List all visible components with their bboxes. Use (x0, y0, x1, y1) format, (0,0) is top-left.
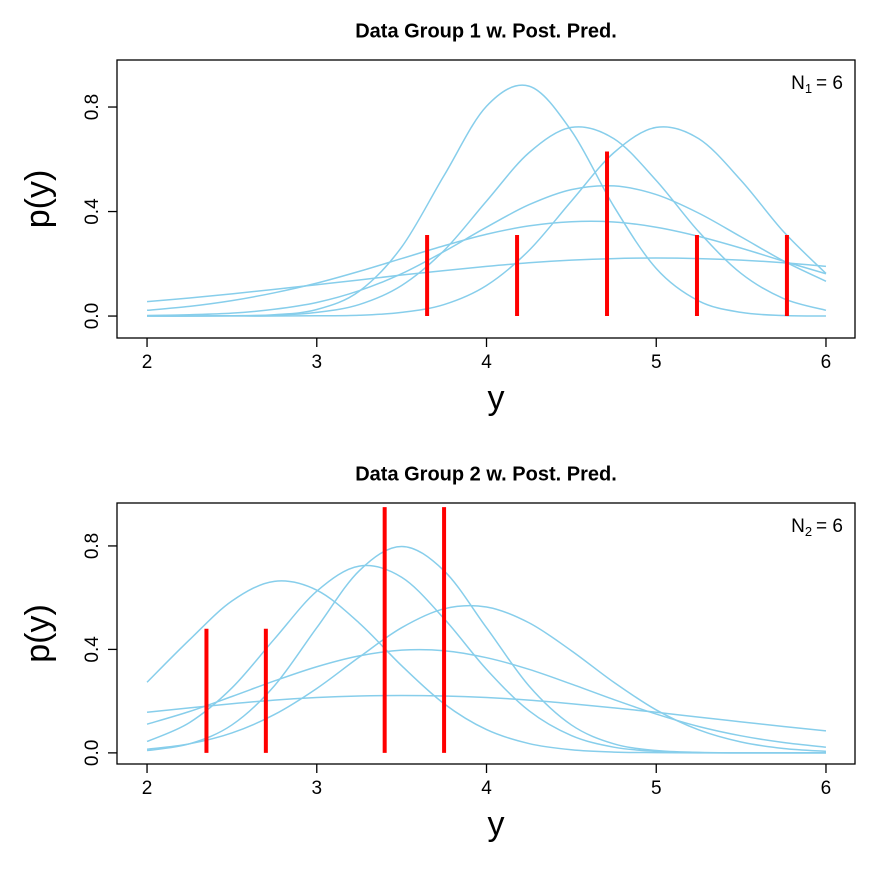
x-tick-label: 3 (311, 778, 322, 799)
density-curve (146, 564, 826, 754)
annotation-part: N (791, 73, 805, 94)
x-tick-label: 3 (311, 352, 322, 373)
x-tick-label: 4 (481, 778, 492, 799)
x-tick-label: 4 (481, 352, 492, 373)
y-tick-label: 0.8 (82, 94, 103, 120)
y-axis-label: p(y) (19, 170, 57, 229)
y-tick-label: 0.4 (82, 636, 103, 663)
density-curve (147, 126, 827, 317)
density-curve (147, 184, 827, 317)
x-axis-label: y (488, 379, 505, 417)
curves (146, 545, 827, 754)
y-tick-label: 0.0 (82, 740, 103, 766)
y-tick-label: 0.0 (82, 303, 103, 329)
annotation: N2 = 6 (791, 516, 843, 539)
x-tick-label: 6 (821, 778, 832, 799)
x-tick-label: 5 (651, 352, 662, 373)
annotation-part: 2 (805, 524, 812, 539)
annotation-part: = 6 (816, 73, 843, 94)
density-curve (146, 694, 827, 732)
y-axis-label: p(y) (19, 604, 57, 663)
y-tick-label: 0.8 (82, 533, 103, 559)
density-curve (146, 545, 826, 754)
chart-title: Data Group 1 w. Post. Pred. (355, 20, 617, 42)
density-curve (146, 604, 827, 753)
x-tick-label: 5 (651, 778, 662, 799)
y-tick-label: 0.4 (82, 198, 103, 225)
annotation-part: = 6 (816, 516, 843, 537)
x-axis-label: y (488, 805, 505, 843)
curves (146, 84, 827, 317)
annotation: N1 = 6 (791, 73, 843, 96)
annotation-part: N (791, 516, 805, 537)
plot-box (116, 59, 856, 339)
density-curve (146, 257, 827, 303)
x-tick-label: 2 (142, 352, 153, 373)
density-curve (146, 648, 827, 748)
density-curve (146, 220, 827, 312)
x-tick-label: 2 (142, 778, 153, 799)
chart-title: Data Group 2 w. Post. Pred. (355, 463, 617, 485)
plot-box (116, 502, 856, 765)
annotation-part: 1 (805, 81, 812, 96)
density-curve (147, 126, 827, 317)
x-tick-label: 6 (821, 352, 832, 373)
